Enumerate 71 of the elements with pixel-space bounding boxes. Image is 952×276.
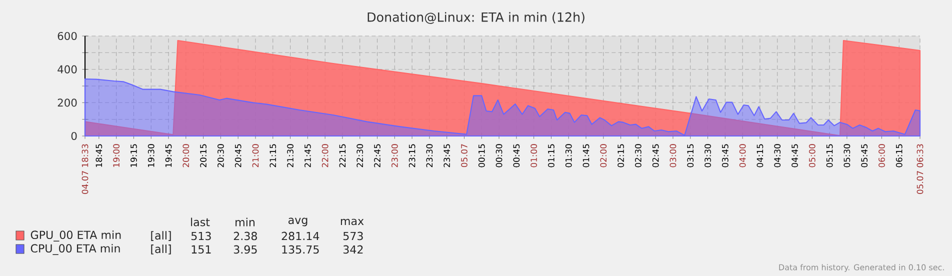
x-tick-label: 22:45 bbox=[374, 144, 380, 168]
x-tick-label: 01:00 bbox=[530, 144, 537, 168]
x-tick-label: 00:15 bbox=[478, 144, 485, 168]
chart-title: Donation@Linux: ETA in min (12h) bbox=[368, 12, 584, 24]
text: [all] bbox=[151, 244, 171, 254]
x-tick-label: 05:30 bbox=[844, 144, 850, 168]
x-tick-label: 19:45 bbox=[165, 144, 172, 167]
x-tick-label: 00:45 bbox=[513, 144, 520, 168]
text: max bbox=[340, 218, 364, 226]
x-tick-label: 02:00 bbox=[600, 144, 607, 168]
y-tick-label: 200 bbox=[58, 98, 77, 107]
x-tick-label: 06:15 bbox=[896, 144, 902, 168]
x-tick-label: 21:00 bbox=[252, 144, 259, 168]
x-tick-label: 19:00 bbox=[113, 144, 120, 167]
x-tick-label: 21:30 bbox=[287, 144, 294, 168]
x-tick-label: 00:30 bbox=[496, 144, 502, 168]
x-tick-label: 21:45 bbox=[304, 144, 311, 168]
text: 3.95 bbox=[234, 245, 257, 254]
x-tick-label: 05.07 bbox=[461, 144, 468, 168]
x-tick-label: 01:30 bbox=[565, 144, 572, 168]
x-tick-label: 22:15 bbox=[339, 144, 346, 168]
x-tick-label: 23:30 bbox=[426, 144, 433, 168]
x-tick-label: 20:00 bbox=[182, 144, 190, 168]
text: 281.14 bbox=[282, 232, 320, 240]
y-tick-label: 0 bbox=[71, 132, 77, 140]
x-tick-label: 03:15 bbox=[687, 144, 694, 168]
legend-label: GPU_00 ETA min bbox=[30, 230, 121, 242]
text: 342 bbox=[343, 245, 363, 254]
x-tick-label: 03:45 bbox=[722, 144, 728, 168]
x-tick-label: 19:30 bbox=[148, 144, 154, 167]
x-tick-label: 03:00 bbox=[670, 144, 676, 168]
x-tick-label: 22:30 bbox=[356, 144, 364, 168]
y-tick-label: 400 bbox=[58, 65, 77, 74]
x-tick-label: 01:45 bbox=[582, 144, 590, 168]
x-tick-label: 23:45 bbox=[444, 144, 450, 168]
x-tick-label: 23:00 bbox=[391, 144, 398, 168]
x-tick-label: 23:15 bbox=[408, 144, 416, 168]
x-tick-label: 03:30 bbox=[704, 144, 711, 168]
x-tick-label: 06:00 bbox=[878, 144, 885, 168]
x-tick-label: 05:45 bbox=[861, 144, 868, 168]
text: 2.38 bbox=[234, 232, 257, 240]
x-tick-label: 21:15 bbox=[270, 144, 276, 168]
text: Data from history. Generated in 0.10 sec. bbox=[779, 264, 944, 272]
x-tick-label: 02:45 bbox=[652, 144, 659, 168]
text: min bbox=[236, 218, 254, 226]
x-tick-label: 18:45 bbox=[96, 144, 102, 167]
x-tick-label: 04:30 bbox=[774, 144, 781, 168]
x-tick-label: 04:00 bbox=[739, 144, 746, 168]
x-tick-label: 02:15 bbox=[618, 144, 624, 168]
x-tick-label: 02:30 bbox=[635, 144, 642, 168]
x-tick-label: 04:45 bbox=[792, 144, 798, 168]
text: 513 bbox=[191, 232, 211, 240]
y-tick-label: 600 bbox=[58, 32, 77, 40]
x-tick-label: 05.07 06:33 bbox=[916, 144, 924, 194]
x-tick-label: 05:15 bbox=[826, 144, 833, 168]
x-tick-label: 22:00 bbox=[322, 144, 328, 168]
x-tick-label: 05:00 bbox=[808, 144, 816, 168]
x-tick-label: 20:30 bbox=[218, 144, 224, 168]
x-tick-label: 04.07 18:33 bbox=[82, 144, 88, 194]
text: [all] bbox=[151, 231, 171, 241]
text: last bbox=[191, 218, 210, 226]
text: 135.75 bbox=[282, 245, 319, 254]
x-tick-label: 01:15 bbox=[548, 144, 554, 168]
x-tick-label: 04:15 bbox=[756, 144, 764, 168]
x-tick-label: 20:15 bbox=[200, 144, 206, 168]
x-tick-label: 20:45 bbox=[234, 144, 242, 168]
legend-label: CPU_00 ETA min bbox=[30, 244, 120, 256]
text: 573 bbox=[343, 232, 363, 240]
text: 151 bbox=[192, 245, 211, 254]
text: avg bbox=[288, 218, 308, 226]
x-tick-label: 19:15 bbox=[130, 144, 137, 167]
